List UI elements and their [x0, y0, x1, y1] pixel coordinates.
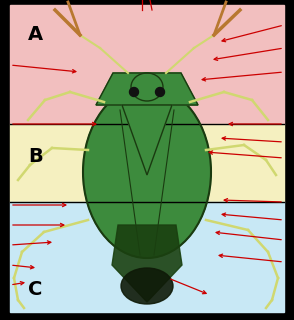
Bar	[10, 124, 284, 202]
Text: A: A	[28, 25, 43, 44]
Text: C: C	[28, 280, 42, 299]
Circle shape	[129, 87, 138, 97]
Bar	[10, 202, 284, 312]
Polygon shape	[122, 105, 172, 175]
Polygon shape	[112, 225, 182, 302]
Ellipse shape	[121, 268, 173, 304]
Text: B: B	[28, 147, 43, 166]
Polygon shape	[96, 73, 198, 105]
Ellipse shape	[131, 73, 163, 101]
Circle shape	[156, 87, 165, 97]
Ellipse shape	[83, 86, 211, 258]
Bar	[10, 5, 284, 124]
